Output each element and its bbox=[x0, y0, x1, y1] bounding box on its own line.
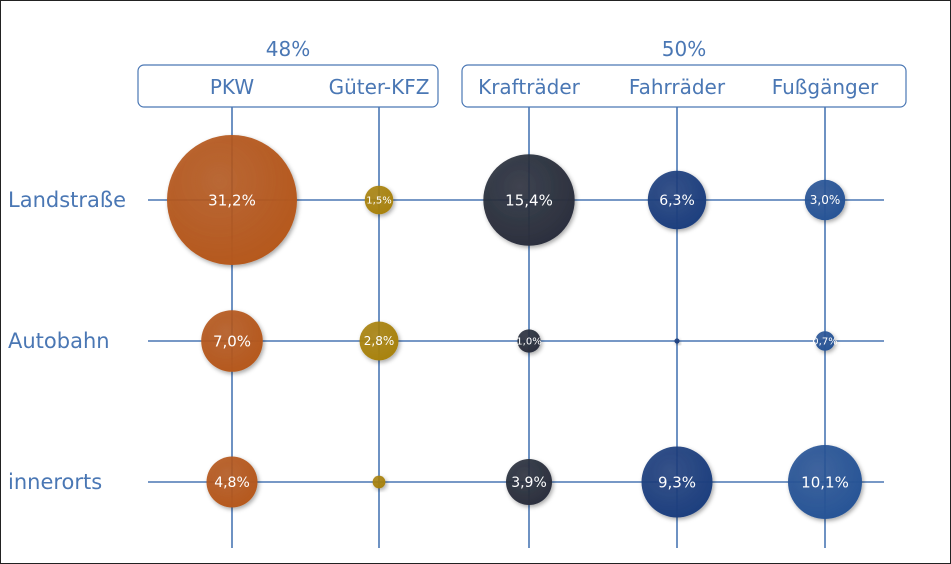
data-bubble bbox=[201, 310, 263, 372]
data-bubble bbox=[815, 331, 835, 351]
data-bubble bbox=[483, 154, 575, 246]
data-bubble bbox=[206, 456, 258, 508]
category-label: Krafträder bbox=[478, 75, 581, 99]
category-label: Fußgänger bbox=[772, 75, 879, 99]
data-label: 6,3% bbox=[659, 193, 695, 209]
data-bubble bbox=[167, 135, 297, 265]
group-bracket bbox=[461, 64, 907, 108]
data-label: 0,7% bbox=[812, 337, 837, 348]
data-bubble bbox=[517, 329, 541, 353]
data-bubble bbox=[359, 321, 399, 361]
data-label: 3,9% bbox=[511, 475, 547, 491]
group-share-label: 50% bbox=[662, 37, 706, 61]
data-bubble bbox=[647, 170, 707, 230]
data-label: 1,0% bbox=[516, 337, 541, 348]
data-bubble bbox=[506, 459, 552, 505]
data-label: 10,1% bbox=[801, 473, 849, 491]
data-label: 3,0% bbox=[810, 193, 841, 207]
data-bubble bbox=[372, 475, 386, 489]
data-label: 31,2% bbox=[208, 191, 256, 209]
data-label: 15,4% bbox=[505, 191, 553, 209]
category-label: Güter-KFZ bbox=[329, 75, 430, 99]
row-label: Landstraße bbox=[8, 188, 126, 212]
data-bubble bbox=[788, 445, 862, 519]
category-label: Fahrräder bbox=[629, 75, 726, 99]
data-bubble bbox=[674, 338, 680, 344]
data-label: 7,0% bbox=[213, 332, 251, 350]
data-bubble bbox=[364, 185, 394, 215]
row-label: Autobahn bbox=[8, 329, 110, 353]
category-label: PKW bbox=[210, 75, 254, 99]
data-label: 4,8% bbox=[214, 475, 250, 491]
row-label: innerorts bbox=[8, 470, 102, 494]
data-bubble bbox=[804, 179, 846, 221]
data-label: 2,8% bbox=[364, 334, 395, 348]
data-label: 1,5% bbox=[366, 196, 391, 207]
data-label: 9,3% bbox=[658, 473, 696, 491]
group-share-label: 48% bbox=[266, 37, 310, 61]
group-bracket bbox=[137, 64, 439, 108]
data-bubble bbox=[641, 446, 713, 518]
